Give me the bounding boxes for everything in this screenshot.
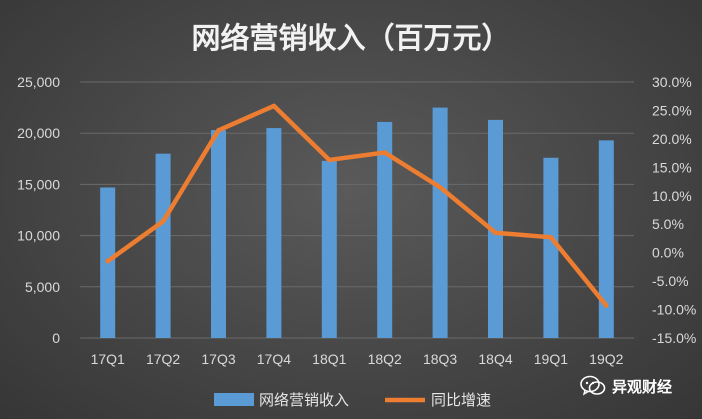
- x-tick-label: 19Q2: [589, 351, 623, 367]
- bar: [543, 157, 559, 338]
- left-tick-label: 15,000: [17, 176, 60, 192]
- x-tick-label: 18Q4: [478, 351, 512, 367]
- bar: [432, 107, 448, 338]
- line-point: [327, 157, 332, 163]
- left-tick-label: 0: [52, 330, 60, 346]
- chart-title: 网络营销收入（百万元）: [191, 21, 510, 55]
- left-tick-label: 10,000: [17, 228, 60, 244]
- right-tick-label: 15.0%: [652, 159, 692, 175]
- right-tick-label: 10.0%: [652, 188, 692, 204]
- bar: [598, 140, 614, 338]
- left-tick-label: 25,000: [17, 74, 60, 90]
- x-tick-label: 17Q2: [146, 351, 180, 367]
- bar: [211, 130, 226, 338]
- legend-label-line: 同比增速: [431, 391, 491, 409]
- left-axis: 0 5,000 10,000 15,000 20,000 25,000: [17, 74, 60, 346]
- right-tick-label: 20.0%: [652, 131, 692, 147]
- line-point: [160, 219, 166, 224]
- x-tick-label: 17Q4: [257, 351, 291, 367]
- right-tick-label: -5.0%: [652, 273, 689, 289]
- bar: [321, 160, 337, 338]
- right-tick-label: 5.0%: [652, 216, 684, 232]
- x-tick-label: 17Q3: [201, 351, 235, 367]
- right-tick-label: 0.0%: [652, 245, 684, 261]
- watermark: 异观财经: [580, 373, 672, 399]
- right-tick-label: -10.0%: [652, 302, 696, 318]
- x-tick-label: 18Q1: [312, 351, 346, 367]
- growth-line: [105, 103, 609, 308]
- wechat-icon: [580, 375, 606, 396]
- right-axis: -15.0% -10.0% -5.0% 0.0% 5.0% 10.0% 15.0% 20.0%…: [652, 74, 696, 346]
- x-tick-label: 18Q2: [368, 351, 402, 367]
- line-point: [105, 259, 110, 264]
- x-axis: 17Q1 17Q2 17Q3 17Q4 18Q1 18Q2 18Q3 18Q4 19Q1 19Q2: [91, 351, 624, 367]
- gridlines: [80, 81, 634, 339]
- line-point: [604, 303, 609, 308]
- line-point: [382, 150, 387, 155]
- bar: [488, 119, 503, 338]
- bar-series: [100, 107, 614, 338]
- right-tick-label: 30.0%: [652, 74, 692, 90]
- right-tick-label: -15.0%: [652, 330, 696, 346]
- bar: [266, 128, 282, 338]
- legend: 网络营销收入 同比增速: [214, 391, 491, 409]
- legend-swatch-bars: [214, 393, 254, 406]
- x-tick-label: 17Q1: [91, 351, 125, 367]
- line-point: [493, 230, 498, 235]
- right-tick-label: 25.0%: [652, 102, 692, 118]
- bar: [155, 153, 171, 338]
- x-tick-label: 18Q3: [423, 351, 457, 367]
- legend-label-bars: 网络营销收入: [259, 391, 349, 409]
- line-series: [105, 103, 609, 308]
- left-tick-label: 20,000: [17, 125, 60, 141]
- line-point: [548, 235, 554, 240]
- x-tick-label: 19Q1: [534, 351, 568, 367]
- bar: [377, 121, 393, 338]
- line-point: [437, 185, 443, 190]
- line-point: [271, 103, 277, 109]
- left-tick-label: 5,000: [25, 279, 60, 295]
- watermark-text: 异观财经: [612, 377, 673, 396]
- line-point: [216, 128, 221, 133]
